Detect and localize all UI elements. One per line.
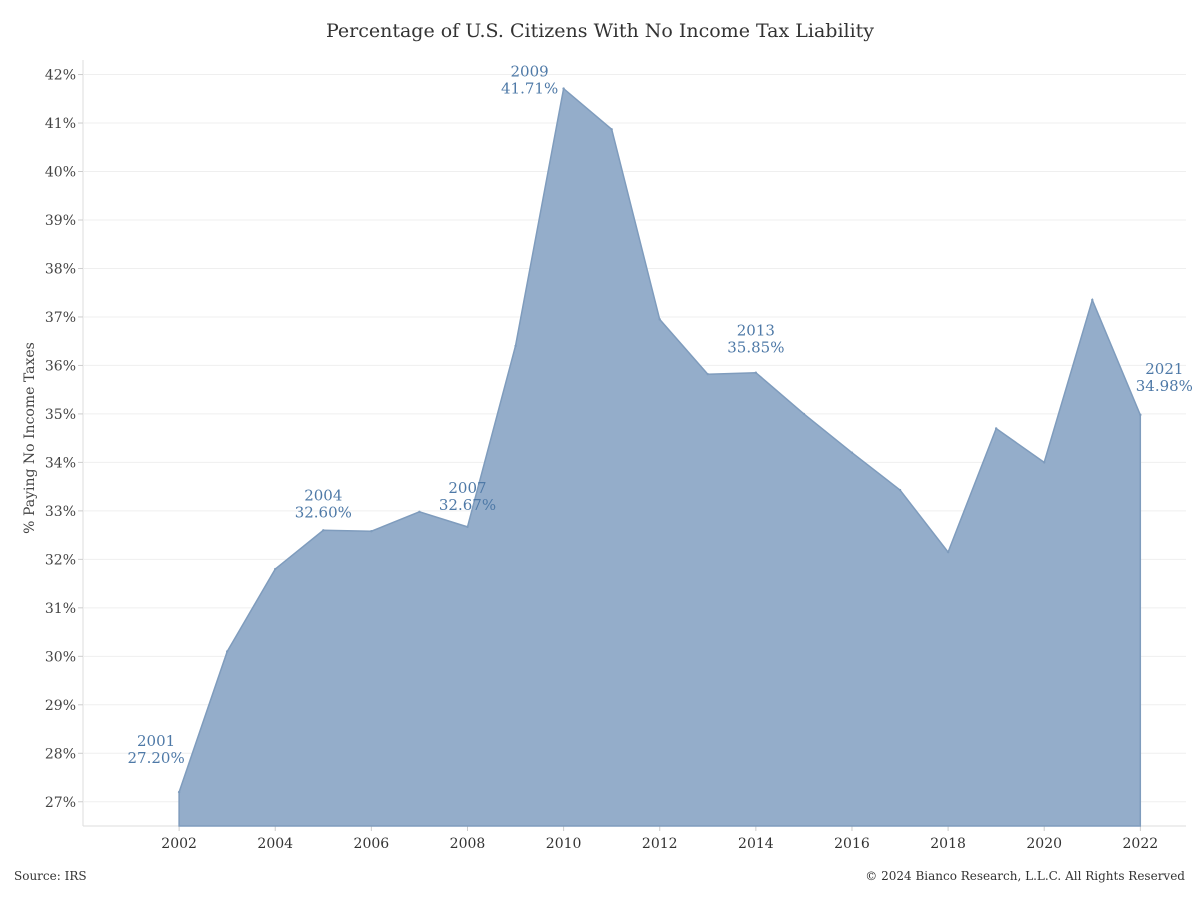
x-tick-label: 2014 [738,836,774,852]
data-point [466,525,469,529]
y-tick-label: 39% [45,213,76,229]
y-tick-label: 37% [45,310,76,326]
y-tick-label: 31% [45,601,76,617]
data-point [322,529,325,532]
y-axis: 27% 28% 29% 30% 31% 32% 33% 34% 35% 36% 37% 38% 39% 4… [45,68,83,811]
y-tick-label: 28% [45,746,76,762]
x-axis: 2002 2004 2006 2008 2010 2012 2014 2016 2018 2020… [161,826,1158,852]
x-tick-label: 2010 [546,836,582,852]
data-point [994,427,998,430]
data-point [1091,298,1094,302]
annotation-value: 41.71% [501,80,558,98]
y-tick-label: 38% [45,261,76,277]
data-point [610,128,613,131]
data-point [418,510,421,514]
data-point [850,451,854,454]
data-point [898,488,902,492]
y-tick-label: 27% [45,795,76,811]
annotation-value: 32.60% [295,503,352,521]
chart-title: Percentage of U.S. Citizens With No Inco… [326,20,874,42]
data-point [274,567,277,571]
plot-area [177,87,1142,827]
y-tick-label: 35% [45,407,76,423]
data-point [754,371,758,374]
annotation-year: 2013 [737,322,775,340]
x-tick-label: 2008 [450,836,486,852]
source-note: Source: IRS [14,869,87,883]
annotation-value: 32.67% [439,496,496,514]
data-point [225,650,229,653]
x-tick-label: 2020 [1026,836,1062,852]
data-point [706,372,709,376]
y-tick-label: 30% [45,649,76,665]
data-point [514,344,517,348]
x-tick-label: 2002 [161,836,197,852]
copyright-note: © 2024 Bianco Research, L.L.C. All Right… [865,869,1185,883]
data-point [802,412,806,416]
data-point [1043,461,1046,464]
y-axis-label: % Paying No Income Taxes [22,342,38,534]
y-tick-label: 41% [45,116,76,132]
area-series [178,87,1142,827]
annotation-value: 27.20% [128,749,185,767]
x-tick-label: 2016 [834,836,870,852]
y-tick-label: 32% [45,552,76,568]
data-point [562,87,565,90]
y-tick-label: 29% [45,698,76,714]
x-tick-label: 2004 [257,836,293,852]
data-point [658,318,661,321]
data-point [177,790,181,794]
x-tick-label: 2022 [1123,836,1159,852]
annotation-year: 2004 [304,486,342,504]
annotation-value: 35.85% [727,339,784,357]
annotation-year: 2007 [448,479,486,497]
data-point [946,550,950,554]
y-tick-label: 36% [45,358,76,374]
x-tick-label: 2012 [642,836,678,852]
y-tick-label: 34% [45,455,76,471]
y-tick-label: 42% [45,68,76,84]
annotation-year: 2021 [1145,360,1183,378]
data-point [370,530,373,533]
x-tick-label: 2006 [354,836,390,852]
annotation-year: 2009 [511,63,549,81]
annotation-year: 2001 [137,732,175,750]
y-tick-label: 40% [45,165,76,181]
data-point [1139,413,1142,417]
x-tick-label: 2018 [930,836,966,852]
y-tick-label: 33% [45,504,76,520]
annotation-value: 34.98% [1136,377,1193,395]
